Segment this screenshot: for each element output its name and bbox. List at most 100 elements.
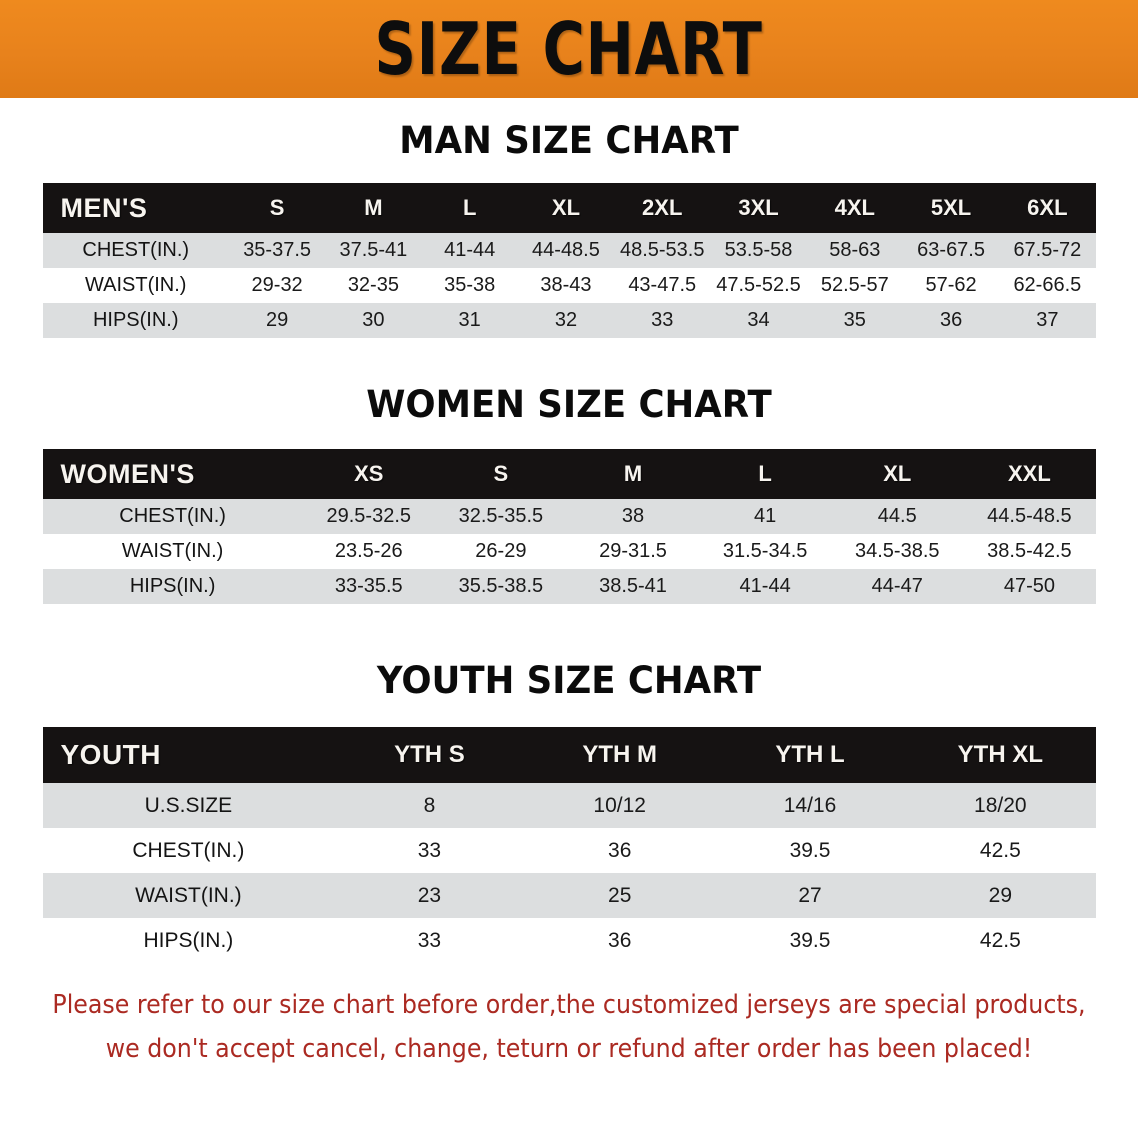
man-cell: 43-47.5 <box>614 268 711 303</box>
women-table-row: CHEST(IN.) 29.5-32.5 32.5-35.5 38 41 44.5 44.5… <box>42 499 1096 534</box>
man-cell: 48.5-53.5 <box>614 233 711 268</box>
man-corner-label: MEN'S <box>60 192 148 223</box>
order-policy-note: Please refer to our size chart before or… <box>40 983 1098 1071</box>
youth-section-title: YOUTH SIZE CHART <box>376 659 762 702</box>
order-policy-note-line-1: Please refer to our size chart before or… <box>52 990 1086 1020</box>
women-header-row: WOMEN'S XS S M L XL XXL <box>42 449 1096 499</box>
women-cell: 33-35.5 <box>302 569 435 604</box>
youth-table-head: YOUTH YTH S YTH M YTH L YTH XL <box>42 727 1096 783</box>
youth-column-header: YTH XL <box>957 741 1043 768</box>
man-column-header: 2XL <box>642 195 683 220</box>
youth-column-header: YTH S <box>394 741 465 768</box>
women-cell: 29.5-32.5 <box>302 499 435 534</box>
man-cell: 29 <box>228 303 326 338</box>
women-cell: 26-29 <box>434 534 567 569</box>
man-section-title: MAN SIZE CHART <box>399 119 739 162</box>
women-cell: 38.5-41 <box>566 569 700 604</box>
women-cell: 32.5-35.5 <box>434 499 567 534</box>
women-row-label: WAIST(IN.) <box>42 534 303 569</box>
man-column-header: XL <box>551 195 581 220</box>
youth-header-row: YOUTH YTH S YTH M YTH L YTH XL <box>42 727 1096 783</box>
youth-row-label: HIPS(IN.) <box>42 918 335 963</box>
women-cell: 35.5-38.5 <box>434 569 567 604</box>
man-table-body: CHEST(IN.) 35-37.5 37.5-41 41-44 44-48.5 48.5… <box>42 233 1096 338</box>
youth-size-table-wrapper: YOUTH YTH S YTH M YTH L YTH XL U.S.SIZE 8 10/1… <box>42 727 1096 963</box>
youth-size-table: YOUTH YTH S YTH M YTH L YTH XL U.S.SIZE 8 10/1… <box>42 727 1096 963</box>
page-banner: SIZE CHART <box>0 0 1138 98</box>
man-table-row: CHEST(IN.) 35-37.5 37.5-41 41-44 44-48.5 48.5… <box>42 233 1096 268</box>
youth-cell: 33 <box>334 828 525 873</box>
man-row-label: CHEST(IN.) <box>42 233 229 268</box>
man-cell: 34 <box>710 303 807 338</box>
youth-cell: 8 <box>334 783 525 828</box>
youth-cell: 29 <box>905 873 1096 918</box>
man-cell: 32-35 <box>325 268 422 303</box>
man-cell: 63-67.5 <box>902 233 1000 268</box>
youth-cell: 18/20 <box>905 783 1096 828</box>
women-cell: 31.5-34.5 <box>699 534 832 569</box>
man-cell: 33 <box>614 303 711 338</box>
youth-cell: 27 <box>714 873 906 918</box>
women-size-table-wrapper: WOMEN'S XS S M L XL XXL CHEST(IN.) 29.5-32.5 32.… <box>42 449 1096 604</box>
women-cell: 41-44 <box>699 569 832 604</box>
man-cell: 57-62 <box>902 268 1000 303</box>
women-row-label: HIPS(IN.) <box>42 569 303 604</box>
order-policy-note-line-2: we don't accept cancel, change, teturn o… <box>105 1034 1033 1064</box>
women-section-title: WOMEN SIZE CHART <box>366 383 772 426</box>
youth-cell: 25 <box>524 873 715 918</box>
women-cell: 38.5-42.5 <box>963 534 1096 569</box>
man-cell: 41-44 <box>421 233 518 268</box>
youth-cell: 39.5 <box>714 918 906 963</box>
youth-table-row: U.S.SIZE 8 10/12 14/16 18/20 <box>42 783 1096 828</box>
man-cell: 37.5-41 <box>325 233 422 268</box>
man-cell: 58-63 <box>806 233 903 268</box>
youth-table-row: HIPS(IN.) 33 36 39.5 42.5 <box>42 918 1096 963</box>
youth-corner-label: YOUTH <box>60 739 161 770</box>
man-cell: 31 <box>421 303 518 338</box>
man-cell: 67.5-72 <box>999 233 1096 268</box>
women-table-row: HIPS(IN.) 33-35.5 35.5-38.5 38.5-41 41-44 44-… <box>42 569 1096 604</box>
man-size-table-wrapper: MEN'S S M L XL 2XL 3XL 4XL 5XL 6XL CHEST(IN.) 35-3… <box>42 183 1096 338</box>
youth-cell: 23 <box>334 873 525 918</box>
women-column-header: L <box>758 461 772 486</box>
women-cell: 38 <box>566 499 700 534</box>
man-cell: 35 <box>806 303 903 338</box>
man-cell: 30 <box>325 303 422 338</box>
youth-cell: 42.5 <box>905 918 1096 963</box>
man-column-header: 5XL <box>930 195 972 220</box>
man-column-header: L <box>462 195 477 220</box>
women-cell: 47-50 <box>963 569 1096 604</box>
women-column-header: XXL <box>1008 461 1051 486</box>
youth-cell: 10/12 <box>524 783 715 828</box>
women-column-header: M <box>623 461 643 486</box>
man-cell: 29-32 <box>228 268 326 303</box>
women-table-head: WOMEN'S XS S M L XL XXL <box>42 449 1096 499</box>
youth-cell: 33 <box>334 918 525 963</box>
man-header-row: MEN'S S M L XL 2XL 3XL 4XL 5XL 6XL <box>42 183 1096 233</box>
women-row-label: CHEST(IN.) <box>42 499 303 534</box>
man-column-header: M <box>364 195 383 220</box>
youth-cell: 39.5 <box>714 828 906 873</box>
man-cell: 35-37.5 <box>228 233 326 268</box>
banner-title: SIZE CHART <box>374 7 764 91</box>
women-table-row: WAIST(IN.) 23.5-26 26-29 29-31.5 31.5-34.5 34… <box>42 534 1096 569</box>
women-column-header: XL <box>883 461 912 486</box>
youth-table-row: CHEST(IN.) 33 36 39.5 42.5 <box>42 828 1096 873</box>
women-youth-spacer <box>0 604 1138 662</box>
youth-column-header: YTH M <box>582 741 658 768</box>
man-table-row: HIPS(IN.) 29 30 31 32 33 34 35 36 37 <box>42 303 1096 338</box>
women-column-header: XS <box>354 461 384 486</box>
women-table-body: CHEST(IN.) 29.5-32.5 32.5-35.5 38 41 44.5 44.5… <box>42 499 1096 604</box>
man-column-header: S <box>269 195 285 220</box>
man-cell: 36 <box>902 303 1000 338</box>
youth-row-label: WAIST(IN.) <box>42 873 335 918</box>
youth-cell: 14/16 <box>714 783 906 828</box>
man-row-label: HIPS(IN.) <box>42 303 229 338</box>
women-size-table: WOMEN'S XS S M L XL XXL CHEST(IN.) 29.5-32.5 32.… <box>42 449 1096 604</box>
man-cell: 53.5-58 <box>710 233 807 268</box>
man-cell: 35-38 <box>421 268 518 303</box>
women-corner-label: WOMEN'S <box>60 458 195 489</box>
women-cell: 34.5-38.5 <box>831 534 964 569</box>
women-cell: 23.5-26 <box>302 534 435 569</box>
women-cell: 41 <box>699 499 832 534</box>
